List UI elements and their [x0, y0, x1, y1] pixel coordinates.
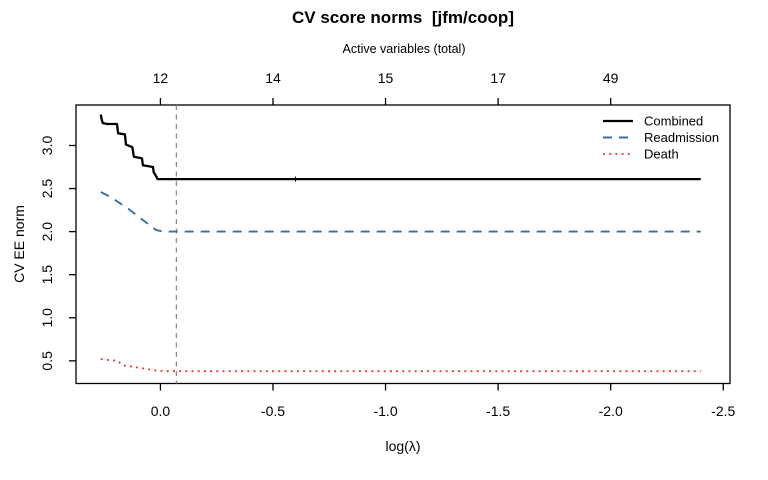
plot-box	[75, 104, 731, 385]
top-tick-label: 14	[265, 70, 281, 86]
y-tick-label: 2.5	[39, 179, 55, 199]
x-tick-label: -1.0	[373, 403, 397, 419]
plot-title: CV score norms [jfm/coop]	[292, 8, 514, 27]
top-tick-label: 15	[378, 70, 394, 86]
x-tick-label: -0.5	[261, 403, 285, 419]
top-tick-label: 17	[490, 70, 506, 86]
x-tick-label: 0.0	[151, 403, 171, 419]
y-tick-label: 3.0	[39, 136, 55, 156]
y-axis-title: CV EE norm	[11, 205, 27, 283]
top-axis-ticks: 12 14 15 17 49	[153, 70, 619, 105]
series-line-readmission	[100, 191, 701, 233]
legend-label-death: Death	[644, 147, 679, 162]
y-tick-label: 0.5	[39, 351, 55, 371]
y-tick-label: 2.0	[39, 222, 55, 242]
top-tick-label: 49	[603, 70, 619, 86]
top-tick-label: 12	[153, 70, 169, 86]
y-tick-label: 1.0	[39, 308, 55, 328]
x-axis-ticks: 0.0 -0.5 -1.0 -1.5 -2.0 -2.5	[151, 383, 736, 419]
top-axis-title: Active variables (total)	[343, 42, 466, 56]
legend: Combined Readmission Death	[603, 114, 719, 162]
y-tick-label: 1.5	[39, 265, 55, 285]
y-axis-ticks: 0.5 1.0 1.5 2.0 2.5 3.0	[39, 136, 76, 371]
legend-label-combined: Combined	[644, 114, 703, 129]
x-axis-title: log(λ)	[385, 438, 420, 454]
series-line-combined	[99, 114, 701, 181]
x-tick-label: -1.5	[486, 403, 510, 419]
series-lines	[99, 114, 701, 373]
legend-label-readmission: Readmission	[644, 130, 719, 145]
x-tick-label: -2.0	[599, 403, 623, 419]
series-line-death	[100, 358, 701, 373]
x-tick-label: -2.5	[711, 403, 735, 419]
